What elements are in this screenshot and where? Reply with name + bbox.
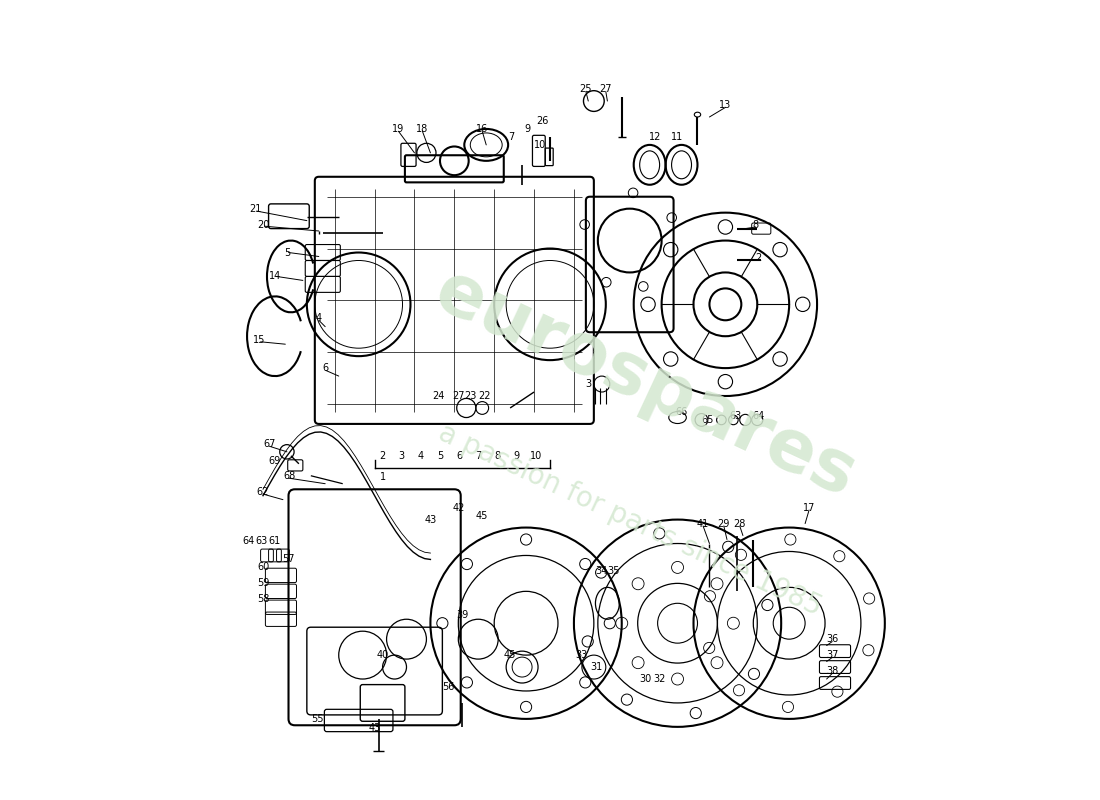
Text: 31: 31 — [590, 662, 603, 672]
Text: 16: 16 — [476, 124, 488, 134]
Text: 10: 10 — [529, 451, 542, 461]
Text: 43: 43 — [425, 514, 437, 525]
Text: 5: 5 — [284, 247, 290, 258]
Text: 34: 34 — [596, 566, 608, 577]
Text: 33: 33 — [575, 650, 589, 660]
Text: 30: 30 — [639, 674, 652, 684]
Text: 4: 4 — [316, 313, 322, 323]
Text: 64: 64 — [242, 536, 255, 546]
Text: 63: 63 — [729, 411, 741, 421]
Text: 3: 3 — [585, 379, 592, 389]
Text: 59: 59 — [256, 578, 270, 588]
Text: 2: 2 — [756, 253, 762, 263]
Text: 3: 3 — [398, 451, 405, 461]
Text: 38: 38 — [826, 666, 838, 676]
Text: 27: 27 — [600, 84, 612, 94]
Text: 1: 1 — [379, 472, 386, 482]
Text: 4: 4 — [418, 451, 424, 461]
Text: 65: 65 — [702, 415, 714, 425]
Text: 39: 39 — [456, 610, 469, 620]
Text: 35: 35 — [607, 566, 620, 577]
Text: eurospares: eurospares — [425, 256, 867, 512]
Text: 6: 6 — [322, 363, 328, 373]
Text: 42: 42 — [452, 502, 464, 513]
Text: 40: 40 — [376, 650, 388, 660]
Text: 62: 62 — [256, 486, 270, 497]
Text: 14: 14 — [268, 271, 282, 282]
Text: 8: 8 — [494, 451, 501, 461]
Text: 45: 45 — [504, 650, 516, 660]
Text: 61: 61 — [268, 536, 280, 546]
Text: 28: 28 — [734, 518, 746, 529]
Text: 24: 24 — [432, 391, 444, 401]
Text: 56: 56 — [442, 682, 454, 692]
Text: 9: 9 — [514, 451, 519, 461]
Text: a passion for parts since 1985: a passion for parts since 1985 — [433, 418, 826, 621]
Text: 7: 7 — [475, 451, 482, 461]
Text: 27: 27 — [452, 391, 464, 401]
Text: 66: 66 — [675, 407, 688, 417]
Text: 7: 7 — [508, 132, 515, 142]
Text: 21: 21 — [249, 204, 261, 214]
Text: 25: 25 — [580, 84, 592, 94]
Text: 36: 36 — [826, 634, 838, 644]
Text: 29: 29 — [717, 518, 730, 529]
Text: 41: 41 — [697, 518, 710, 529]
Text: 64: 64 — [752, 411, 764, 421]
Text: 2: 2 — [379, 451, 386, 461]
Text: 67: 67 — [263, 439, 276, 449]
Text: 63: 63 — [255, 536, 267, 546]
Text: 23: 23 — [464, 391, 476, 401]
Text: 15: 15 — [253, 335, 265, 346]
Text: 19: 19 — [393, 124, 405, 134]
Text: 17: 17 — [803, 502, 815, 513]
Text: 32: 32 — [653, 674, 666, 684]
Text: 26: 26 — [536, 116, 548, 126]
Text: 18: 18 — [416, 124, 429, 134]
Text: 9: 9 — [525, 124, 530, 134]
Text: 69: 69 — [268, 456, 282, 466]
Text: 6: 6 — [456, 451, 462, 461]
Text: 57: 57 — [283, 554, 295, 565]
Text: 60: 60 — [257, 562, 270, 573]
Text: 22: 22 — [478, 391, 491, 401]
Text: 13: 13 — [719, 100, 732, 110]
Text: 5: 5 — [437, 451, 443, 461]
Text: 43: 43 — [368, 723, 381, 734]
Text: 37: 37 — [826, 650, 838, 660]
Text: 12: 12 — [649, 132, 661, 142]
Text: 45: 45 — [476, 510, 488, 521]
Text: 10: 10 — [534, 140, 546, 150]
Text: 55: 55 — [311, 714, 323, 724]
Text: 58: 58 — [256, 594, 270, 604]
Text: 11: 11 — [671, 132, 684, 142]
Text: 20: 20 — [256, 220, 270, 230]
Text: 68: 68 — [283, 470, 296, 481]
Text: 8: 8 — [752, 220, 759, 230]
